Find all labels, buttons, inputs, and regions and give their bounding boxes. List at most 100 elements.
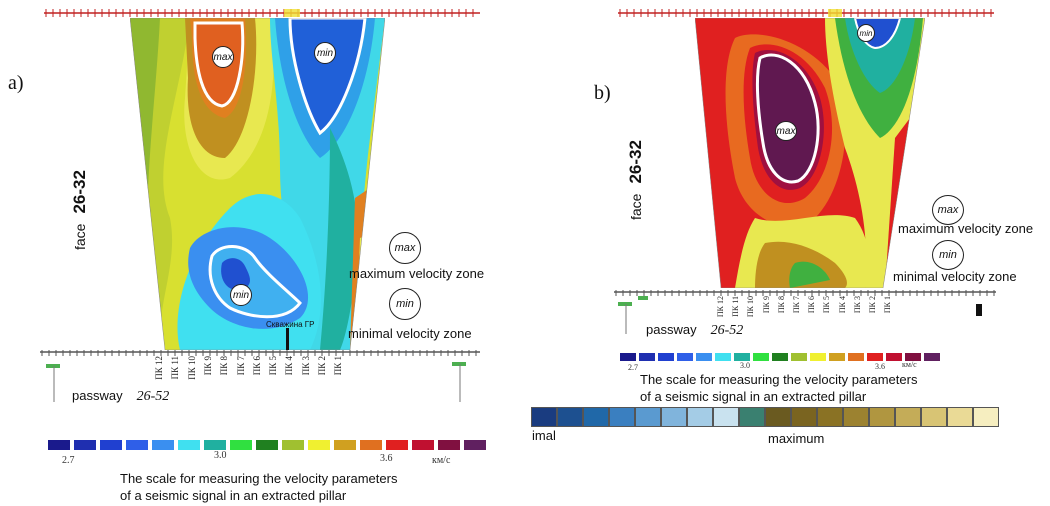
legend-max-text-b: maximum velocity zone: [898, 221, 1034, 236]
pik-label: ПК 11: [170, 356, 181, 380]
panel-a-label: a): [8, 72, 24, 94]
pik-label: ПК 11: [731, 296, 741, 317]
legend-min-text-b: minimal velocity zone: [893, 269, 1017, 284]
bottom-ruler-a: [40, 350, 480, 402]
top-ruler-b: [618, 9, 994, 17]
scale-swatch: [772, 353, 788, 361]
scale-swatch: [334, 440, 356, 450]
min-marker-a-2: min: [230, 284, 252, 306]
pik-label: ПК 9: [761, 296, 771, 314]
scale-swatch: [635, 407, 661, 427]
scale-b-tick-1: 2.7: [628, 363, 638, 372]
pik-label: ПК 6: [251, 356, 262, 376]
scale-swatch: [829, 353, 845, 361]
scale-swatch: [817, 407, 843, 427]
scale-swatch: [947, 407, 973, 427]
scale-swatch: [256, 440, 278, 450]
scale-a-tick-2: 3.0: [214, 450, 227, 461]
pik-label: ПК 3: [852, 296, 862, 314]
scale-swatch: [696, 353, 712, 361]
legend-max-text-a: maximum velocity zone: [349, 266, 485, 281]
velocity-map-b: [695, 18, 925, 288]
scale-swatch: [924, 353, 940, 361]
min-marker-b: min: [857, 24, 875, 42]
bottom-ruler-b: [614, 290, 996, 334]
pik-label: ПК 8: [776, 296, 786, 314]
scale-swatch: [230, 440, 252, 450]
passway-b: passway 26-52: [646, 322, 744, 338]
scale-swatch: [791, 353, 807, 361]
scale-swatch: [639, 353, 655, 361]
scale-swatch: [583, 407, 609, 427]
pik-label: ПК 12: [716, 296, 725, 318]
legend-max-icon-a: max: [389, 232, 421, 264]
legend-max-icon-b: max: [932, 195, 964, 225]
top-ruler-a: [44, 9, 480, 17]
scale-swatch: [464, 440, 486, 450]
scale-swatch: [282, 440, 304, 450]
scale-swatch: [765, 407, 791, 427]
velocity-scale-a: [48, 440, 486, 450]
scale-swatch: [867, 353, 883, 361]
scale-swatch: [973, 407, 999, 427]
pik-label: ПК 5: [822, 296, 832, 314]
scale-a-tick-3: 3.6: [380, 453, 393, 464]
pik-label: ПК 8: [219, 356, 230, 376]
legend-min-icon-a: min: [389, 288, 421, 320]
scale-swatch: [658, 353, 674, 361]
pik-label: ПК 5: [268, 356, 279, 376]
scale-swatch: [204, 440, 226, 450]
pik-label: ПК 7: [235, 356, 246, 376]
scale-swatch: [713, 407, 739, 427]
scale-a-tick-1: 2.7: [62, 455, 75, 466]
pik-label: ПК 10: [746, 296, 756, 318]
pik-label: ПК 12: [154, 356, 164, 380]
scale-swatch: [687, 407, 713, 427]
scale-swatch: [308, 440, 330, 450]
scale-swatch: [620, 353, 636, 361]
pik-label: ПК 4: [284, 356, 295, 376]
pik-label: ПК 7: [792, 296, 801, 314]
scale-swatch: [895, 407, 921, 427]
scale-swatch: [609, 407, 635, 427]
scale-swatch: [412, 440, 434, 450]
pik-label: ПК 2: [868, 296, 877, 314]
scale-swatch: [843, 407, 869, 427]
scale-b-unit: км/с: [902, 360, 917, 369]
caption-b: The scale for measuring the velocity par…: [640, 372, 918, 404]
caption-a: The scale for measuring the velocity par…: [120, 471, 398, 503]
borehole-marker-a: [286, 328, 289, 350]
scale-a-unit: км/с: [432, 455, 451, 466]
scale-swatch: [715, 353, 731, 361]
scale-swatch: [126, 440, 148, 450]
scale-swatch: [734, 353, 750, 361]
scale-swatch: [661, 407, 687, 427]
pik-label: ПК 6: [807, 296, 817, 314]
scale-swatch: [152, 440, 174, 450]
face-label-b: face26-32: [626, 140, 645, 220]
scale-swatch: [74, 440, 96, 450]
scale-swatch: [100, 440, 122, 450]
passway-a: passway 26-52: [72, 388, 170, 404]
scale-swatch: [869, 407, 895, 427]
legend-min-text-a: minimal velocity zone: [348, 326, 472, 341]
scale-swatch: [557, 407, 583, 427]
pik-label: ПК 4: [837, 296, 847, 314]
velocity-map-a: [130, 18, 385, 350]
scale-swatch: [438, 440, 460, 450]
face-label-a: face26-32: [70, 170, 89, 250]
panel-b-label: b): [594, 82, 611, 104]
scale-swatch: [48, 440, 70, 450]
pik-label: ПК 1: [333, 356, 344, 376]
scale-swatch: [531, 407, 557, 427]
scale-swatch: [810, 353, 826, 361]
pik-label: ПК 9: [202, 356, 213, 376]
min-marker-a: min: [314, 42, 336, 64]
scale-swatch: [886, 353, 902, 361]
scale-b-tick-2: 3.0: [740, 361, 750, 370]
gradient-scale-b: [531, 407, 999, 427]
pik-label: ПК 2: [317, 356, 327, 376]
scale-swatch: [921, 407, 947, 427]
scale-b-tick-3: 3.6: [875, 362, 885, 371]
pik-label: ПК 3: [300, 356, 311, 376]
